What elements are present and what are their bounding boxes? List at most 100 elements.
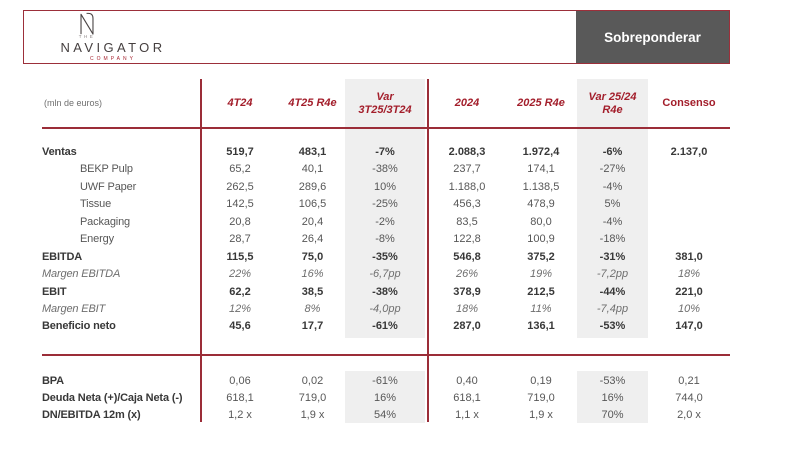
value-cell: 115,5	[226, 250, 254, 263]
value-cell	[648, 161, 730, 178]
var-quarter-column-band-bottom	[345, 371, 425, 423]
value-cell: 0,19	[530, 375, 552, 387]
value-cell: 1,1 x	[455, 409, 479, 421]
column-header: 2025 R4e	[517, 97, 565, 109]
value-cell: -7,2pp	[596, 268, 629, 281]
var-year-column-band-bottom	[577, 371, 648, 423]
column-header: 4T25 R4e	[288, 97, 337, 109]
value-cell: 2,0 x	[677, 409, 701, 421]
value-cell: 100,9	[527, 233, 555, 246]
value-cell: 456,3	[453, 198, 481, 211]
value-cell: 18%	[677, 268, 701, 281]
value-cell: 478,9	[527, 198, 555, 211]
value-cell: 17,7	[301, 320, 324, 333]
value-cell: 54%	[373, 409, 397, 421]
row-label: Margen EBITDA	[42, 268, 121, 281]
value-cell: 1,9 x	[300, 409, 325, 421]
value-cell: 221,0	[675, 285, 703, 298]
value-cell: 0,21	[678, 375, 700, 387]
row-label: DN/EBITDA 12m (x)	[42, 409, 141, 421]
value-cell: 546,8	[453, 250, 481, 263]
value-cell: 28,7	[229, 233, 251, 246]
metrics-table-section: BPA 0,06 0,02 -61% 0,40 0,19 -53% 0,21 Deuda Net…	[42, 373, 730, 424]
row-label: BPA	[42, 375, 64, 387]
header-underline	[42, 127, 730, 129]
value-cell: 40,1	[301, 163, 324, 176]
value-cell: 1.188,0	[448, 180, 486, 193]
row-label: Margen EBIT	[42, 302, 106, 315]
row-label: Energy	[80, 233, 114, 246]
value-cell: 0,02	[301, 375, 324, 387]
value-cell: 5%	[604, 198, 621, 211]
value-cell: 26,4	[301, 233, 324, 246]
value-cell: 136,1	[527, 320, 555, 333]
navigator-logo: THE NAVIGATOR COMPANY	[38, 12, 188, 62]
value-cell: 147,0	[675, 320, 703, 333]
column-header: Var 25/24 R4e	[588, 90, 637, 116]
value-cell: 1.972,4	[522, 146, 560, 158]
value-cell: -53%	[599, 375, 626, 387]
value-cell: -44%	[599, 285, 626, 298]
value-cell: -53%	[599, 320, 626, 333]
value-cell: 237,7	[453, 163, 481, 176]
value-cell: 83,5	[456, 215, 478, 228]
value-cell	[648, 179, 730, 196]
value-cell: 719,0	[527, 392, 555, 404]
column-header: Consenso	[662, 97, 716, 109]
table-vertical-divider-left	[200, 79, 202, 422]
row-label: Beneficio neto	[42, 320, 116, 333]
value-cell: 262,5	[226, 180, 254, 193]
value-cell: 2.137,0	[670, 146, 708, 158]
logo-the-text: THE	[78, 34, 96, 39]
value-cell: 11%	[530, 302, 552, 315]
value-cell: 62,2	[229, 285, 251, 298]
value-cell: -7,4pp	[596, 302, 629, 315]
value-cell: 16%	[301, 268, 324, 281]
var-quarter-column-band	[345, 79, 425, 338]
value-cell: -4%	[602, 180, 623, 193]
value-cell: -18%	[599, 233, 626, 246]
value-cell: 16%	[601, 392, 624, 404]
navigator-n-icon	[80, 12, 94, 35]
value-cell: 20,8	[229, 215, 251, 228]
value-cell: -61%	[372, 375, 398, 387]
value-cell: -7%	[375, 146, 395, 158]
value-cell: 378,9	[453, 285, 481, 298]
value-cell: -61%	[372, 320, 398, 333]
value-cell: 18%	[455, 302, 479, 315]
logo-company-text: COMPANY	[90, 56, 136, 62]
value-cell	[648, 231, 730, 248]
value-cell: 1.138,5	[522, 180, 560, 193]
value-cell: 70%	[601, 409, 624, 421]
value-cell: -35%	[372, 250, 398, 263]
var-year-column-band	[577, 79, 648, 338]
row-label: UWF Paper	[80, 180, 137, 193]
value-cell: 744,0	[675, 392, 703, 404]
value-cell: -25%	[372, 198, 398, 211]
value-cell: 1,9 x	[529, 409, 553, 421]
row-label: Ventas	[42, 146, 77, 158]
value-cell: 26%	[455, 268, 479, 281]
table-vertical-divider-mid	[427, 79, 429, 422]
value-cell: 65,2	[229, 163, 251, 176]
value-cell: -27%	[599, 163, 626, 176]
value-cell: 19%	[529, 268, 553, 281]
value-cell: 10%	[373, 180, 397, 193]
rating-badge: Sobreponderar	[576, 11, 729, 63]
value-cell: 618,1	[226, 392, 254, 404]
row-label: Tissue	[80, 198, 112, 211]
value-cell: 122,8	[453, 233, 481, 246]
value-cell: 80,0	[530, 215, 552, 228]
value-cell: 381,0	[675, 250, 703, 263]
value-cell: 1,2 x	[228, 409, 252, 421]
value-cell: 483,1	[298, 146, 327, 158]
row-label: Deuda Neta (+)/Caja Neta (-)	[42, 392, 183, 404]
value-cell: 618,1	[453, 392, 481, 404]
value-cell: -8%	[375, 233, 395, 246]
table-header-row: (mln de euros) 4T24 4T25 R4e Var 3T25/3T24 2…	[42, 81, 730, 126]
value-cell: 0,06	[229, 375, 251, 387]
column-header: Var 3T25/3T24	[358, 90, 412, 116]
value-cell: 8%	[304, 302, 321, 315]
logo-navigator-text: NAVIGATOR	[60, 40, 166, 55]
